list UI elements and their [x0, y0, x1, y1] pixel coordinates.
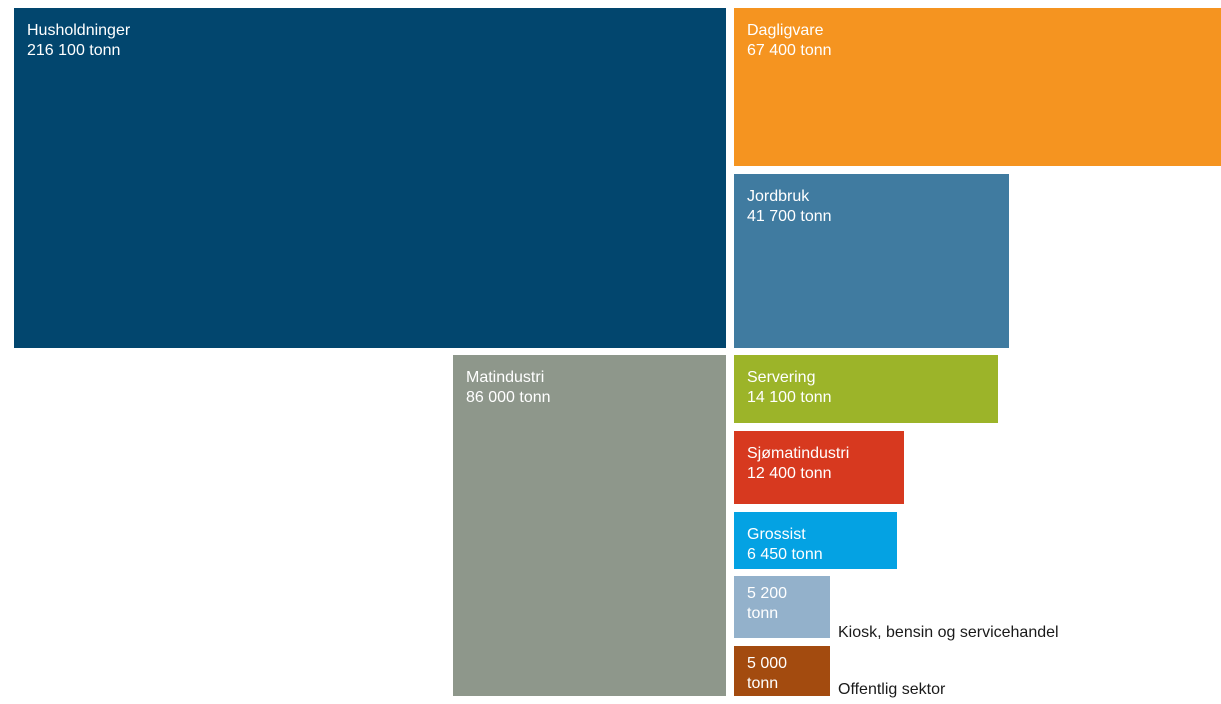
block-dagligvare-text: Dagligvare 67 400 tonn: [747, 21, 832, 61]
block-matindustri-text: Matindustri 86 000 tonn: [466, 368, 551, 408]
block-servering: Servering 14 100 tonn: [734, 355, 998, 423]
label-kiosk: Kiosk, bensin og servicehandel: [838, 624, 1059, 641]
label-grossist: Grossist: [747, 526, 806, 543]
label-sjomatindustri: Sjømatindustri: [747, 445, 850, 462]
block-husholdninger: Husholdninger 216 100 tonn: [14, 8, 726, 348]
block-grossist: Grossist 6 450 tonn: [734, 512, 897, 569]
value-matindustri: 86 000 tonn: [466, 389, 551, 406]
block-kiosk: 5 200 tonn: [734, 576, 830, 638]
value-kiosk: 5 200 tonn: [747, 585, 788, 622]
label-servering: Servering: [747, 369, 816, 386]
block-matindustri: Matindustri 86 000 tonn: [453, 355, 726, 696]
label-matindustri: Matindustri: [466, 369, 545, 386]
label-dagligvare: Dagligvare: [747, 22, 824, 39]
value-husholdninger: 216 100 tonn: [27, 42, 121, 59]
value-dagligvare: 67 400 tonn: [747, 42, 832, 59]
block-dagligvare: Dagligvare 67 400 tonn: [734, 8, 1221, 166]
value-sjomatindustri: 12 400 tonn: [747, 465, 832, 482]
value-grossist: 6 450 tonn: [747, 546, 823, 563]
block-kiosk-text: 5 200 tonn: [747, 584, 807, 624]
block-sjomatindustri: Sjømatindustri 12 400 tonn: [734, 431, 904, 504]
label-jordbruk: Jordbruk: [747, 188, 810, 205]
block-offentlig-sektor: 5 000 tonn: [734, 646, 830, 696]
label-offentlig-sektor: Offentlig sektor: [838, 681, 946, 698]
value-offentlig-sektor: 5 000 tonn: [747, 655, 788, 692]
block-jordbruk: Jordbruk 41 700 tonn: [734, 174, 1009, 348]
block-offentlig-sektor-text: 5 000 tonn: [747, 654, 807, 694]
block-jordbruk-text: Jordbruk 41 700 tonn: [747, 187, 832, 227]
block-sjomatindustri-text: Sjømatindustri 12 400 tonn: [747, 444, 849, 484]
value-servering: 14 100 tonn: [747, 389, 832, 406]
label-husholdninger: Husholdninger: [27, 22, 131, 39]
block-servering-text: Servering 14 100 tonn: [747, 368, 832, 408]
block-grossist-text: Grossist 6 450 tonn: [747, 525, 823, 565]
value-jordbruk: 41 700 tonn: [747, 208, 832, 225]
block-husholdninger-text: Husholdninger 216 100 tonn: [27, 21, 130, 61]
